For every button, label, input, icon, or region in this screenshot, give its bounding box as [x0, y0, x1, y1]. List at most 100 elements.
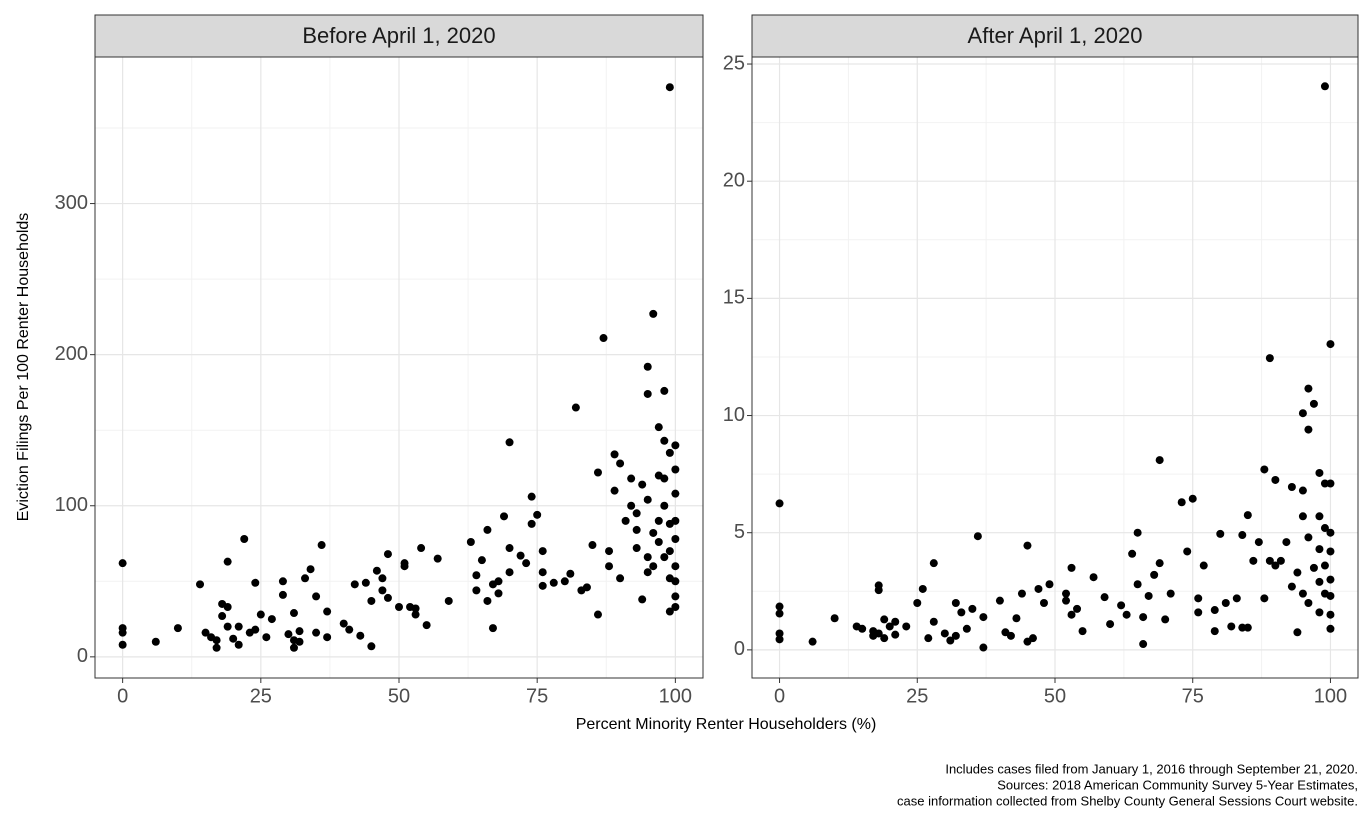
point [891, 617, 900, 626]
point [1304, 599, 1313, 608]
point [483, 525, 492, 534]
point [1006, 631, 1015, 640]
point [494, 577, 503, 586]
point [632, 525, 641, 534]
point [627, 501, 636, 510]
point [472, 586, 481, 595]
point [654, 538, 663, 547]
point [1166, 589, 1175, 598]
point [940, 629, 949, 638]
point [1276, 556, 1285, 565]
point [1117, 601, 1126, 610]
panel-title: Before April 1, 2020 [302, 23, 495, 48]
point [874, 586, 883, 595]
point [643, 362, 652, 371]
point [1221, 599, 1230, 608]
x-tick-label: 75 [1182, 685, 1204, 707]
point [902, 622, 911, 631]
point [1045, 580, 1054, 589]
x-tick-label: 50 [388, 685, 410, 707]
point [350, 580, 359, 589]
point [560, 577, 569, 586]
point [775, 602, 784, 611]
point [1282, 538, 1291, 547]
point [1326, 479, 1335, 488]
point [671, 534, 680, 543]
x-tick-label: 25 [906, 685, 928, 707]
point [671, 489, 680, 498]
point [929, 617, 938, 626]
point [312, 592, 321, 601]
point [1177, 498, 1186, 507]
point [1320, 82, 1329, 91]
point [317, 541, 326, 550]
point [671, 602, 680, 611]
point [913, 599, 922, 608]
point [223, 622, 232, 631]
point [599, 334, 608, 343]
point [1106, 620, 1115, 629]
point [295, 637, 304, 646]
point [660, 436, 669, 445]
point [345, 625, 354, 634]
point [1133, 580, 1142, 589]
point [665, 547, 674, 556]
point [372, 566, 381, 575]
point [1155, 456, 1164, 465]
point [1315, 512, 1324, 521]
point [1315, 545, 1324, 554]
point [1326, 624, 1335, 633]
point [979, 613, 988, 622]
point [962, 624, 971, 633]
point [1298, 512, 1307, 521]
point [417, 544, 426, 553]
point [610, 450, 619, 459]
point [1309, 399, 1318, 408]
point [289, 609, 298, 618]
point [378, 574, 387, 583]
point [538, 547, 547, 556]
point [880, 634, 889, 643]
point [1326, 591, 1335, 600]
point [775, 629, 784, 638]
point [1210, 627, 1219, 636]
point [671, 516, 680, 525]
point [488, 624, 497, 633]
point [638, 480, 647, 489]
point [356, 631, 365, 640]
point [1073, 604, 1082, 613]
point [1067, 610, 1076, 619]
point [643, 568, 652, 577]
point [1122, 610, 1131, 619]
point [1260, 465, 1269, 474]
point [533, 510, 542, 519]
point [566, 569, 575, 578]
point [1023, 541, 1032, 550]
point [1150, 570, 1159, 579]
point [1128, 549, 1137, 558]
point [367, 596, 376, 605]
point [262, 633, 271, 642]
panel-border [751, 56, 1359, 679]
point [522, 559, 531, 568]
x-tick-label: 50 [1044, 685, 1066, 707]
point [516, 551, 525, 560]
point [229, 634, 238, 643]
panel-title: After April 1, 2020 [968, 23, 1143, 48]
point [1326, 610, 1335, 619]
point [411, 610, 420, 619]
point [383, 550, 392, 559]
point [671, 562, 680, 571]
point [946, 636, 955, 645]
point [1293, 568, 1302, 577]
point [880, 615, 889, 624]
point [477, 556, 486, 565]
point [234, 622, 243, 631]
strip [751, 14, 1359, 58]
point [643, 389, 652, 398]
point [212, 636, 221, 645]
point [1039, 599, 1048, 608]
point [654, 423, 663, 432]
point [549, 578, 558, 587]
point [808, 637, 817, 646]
